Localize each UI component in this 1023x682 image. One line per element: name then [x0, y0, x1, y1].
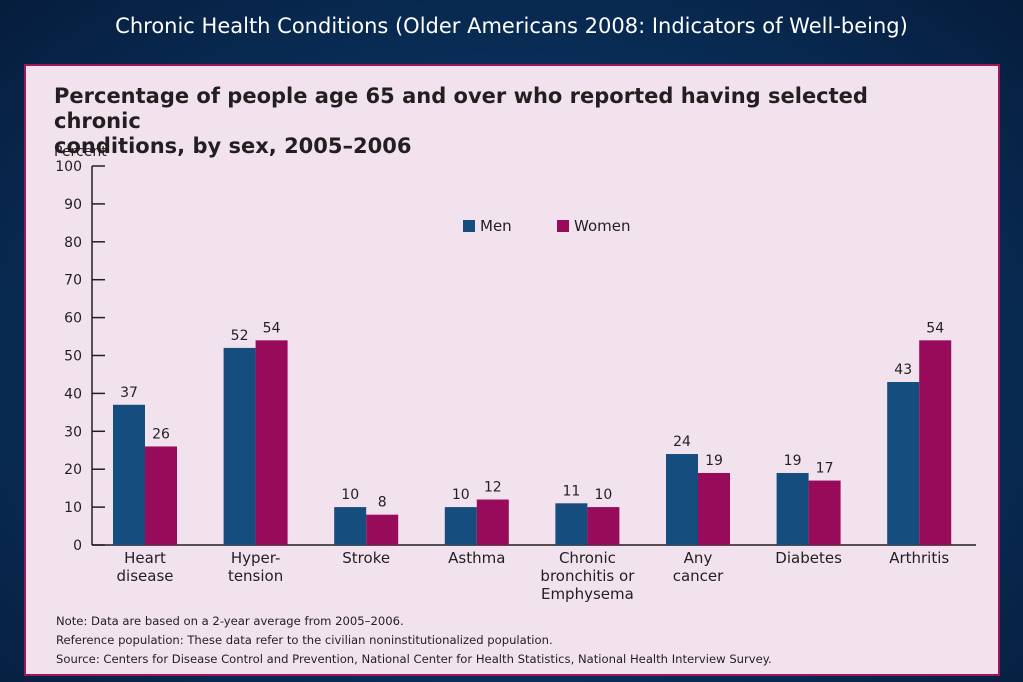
bar-men — [666, 454, 698, 545]
x-tick-label: Heart — [124, 549, 166, 567]
data-label-men: 24 — [673, 434, 691, 450]
bar-men — [555, 503, 588, 545]
bar-women — [476, 499, 509, 545]
chart-panel: Percentage of people age 65 and over who… — [24, 64, 1000, 676]
data-label-women: 10 — [594, 487, 612, 503]
x-tick-label: Chronic — [559, 549, 616, 567]
y-tick-label: 0 — [73, 538, 82, 554]
legend-label-men: Men — [480, 217, 512, 235]
x-tick-label: tension — [228, 567, 283, 585]
y-tick-label: 20 — [64, 462, 82, 478]
x-tick-label: Hyper- — [231, 549, 281, 567]
y-tick-label: 50 — [64, 349, 82, 365]
slide-title: Chronic Health Conditions (Older America… — [115, 14, 908, 38]
y-axis-label: Percent — [54, 144, 107, 160]
bar-men — [776, 472, 809, 545]
bar-women — [919, 340, 952, 545]
legend-swatch-women — [557, 220, 569, 232]
bar-men — [334, 507, 367, 545]
data-label-men: 37 — [120, 385, 138, 401]
data-label-men: 10 — [452, 487, 470, 503]
data-label-women: 26 — [152, 426, 170, 442]
y-tick-label: 70 — [64, 273, 82, 289]
y-tick-label: 60 — [64, 311, 82, 327]
legend-swatch-men — [463, 220, 475, 232]
note-line: Note: Data are based on a 2-year average… — [56, 614, 404, 628]
bar-women — [366, 514, 399, 545]
bar-women — [808, 480, 841, 545]
legend-label-women: Women — [574, 217, 630, 235]
x-tick-label: Stroke — [342, 549, 390, 567]
data-label-women: 17 — [816, 461, 834, 477]
data-label-women: 12 — [484, 480, 502, 496]
y-tick-label: 40 — [64, 386, 82, 402]
data-label-men: 11 — [562, 483, 580, 499]
y-tick-label: 80 — [64, 235, 82, 251]
data-label-men: 43 — [894, 362, 912, 378]
bar-women — [698, 472, 730, 545]
bar-chart: Percent 0 10 20 30 40 50 60 70 80 90 100 37 26 Heartdi… — [54, 144, 976, 603]
x-tick-label: Arthritis — [889, 549, 949, 567]
y-tick-label: 100 — [55, 159, 82, 175]
chart-title: Percentage of people age 65 and over who… — [54, 84, 954, 159]
y-tick-label: 10 — [64, 500, 82, 516]
x-tick-label: Emphysema — [541, 585, 634, 603]
bar-women — [587, 507, 620, 545]
x-tick-label: bronchitis or — [540, 567, 635, 585]
bar-men — [444, 507, 477, 545]
chart-title-line-2: conditions, by sex, 2005–2006 — [54, 134, 412, 158]
bar-women — [145, 446, 177, 545]
data-label-men: 19 — [784, 453, 802, 469]
bar-men — [113, 404, 145, 545]
x-tick-label: Asthma — [448, 549, 505, 567]
data-label-men: 52 — [231, 328, 249, 344]
x-tick-label: Any — [684, 549, 713, 567]
data-label-women: 54 — [926, 320, 944, 336]
y-tick-label: 30 — [64, 424, 82, 440]
bar-men — [223, 347, 256, 545]
x-tick-label: Diabetes — [775, 549, 842, 567]
chart-notes: Note: Data are based on a 2-year average… — [56, 612, 986, 669]
data-label-women: 19 — [705, 453, 723, 469]
bar-women — [255, 340, 288, 545]
bar-men — [887, 382, 920, 545]
source-line: Source: Centers for Disease Control and … — [56, 652, 772, 666]
x-tick-label: cancer — [673, 567, 724, 585]
reference-population-line: Reference population: These data refer t… — [56, 633, 553, 647]
y-tick-label: 90 — [64, 197, 82, 213]
data-label-women: 54 — [263, 320, 281, 336]
data-label-women: 8 — [378, 495, 387, 511]
chart-title-line-1: Percentage of people age 65 and over who… — [54, 84, 868, 133]
data-label-men: 10 — [341, 487, 359, 503]
x-tick-label: disease — [117, 567, 174, 585]
